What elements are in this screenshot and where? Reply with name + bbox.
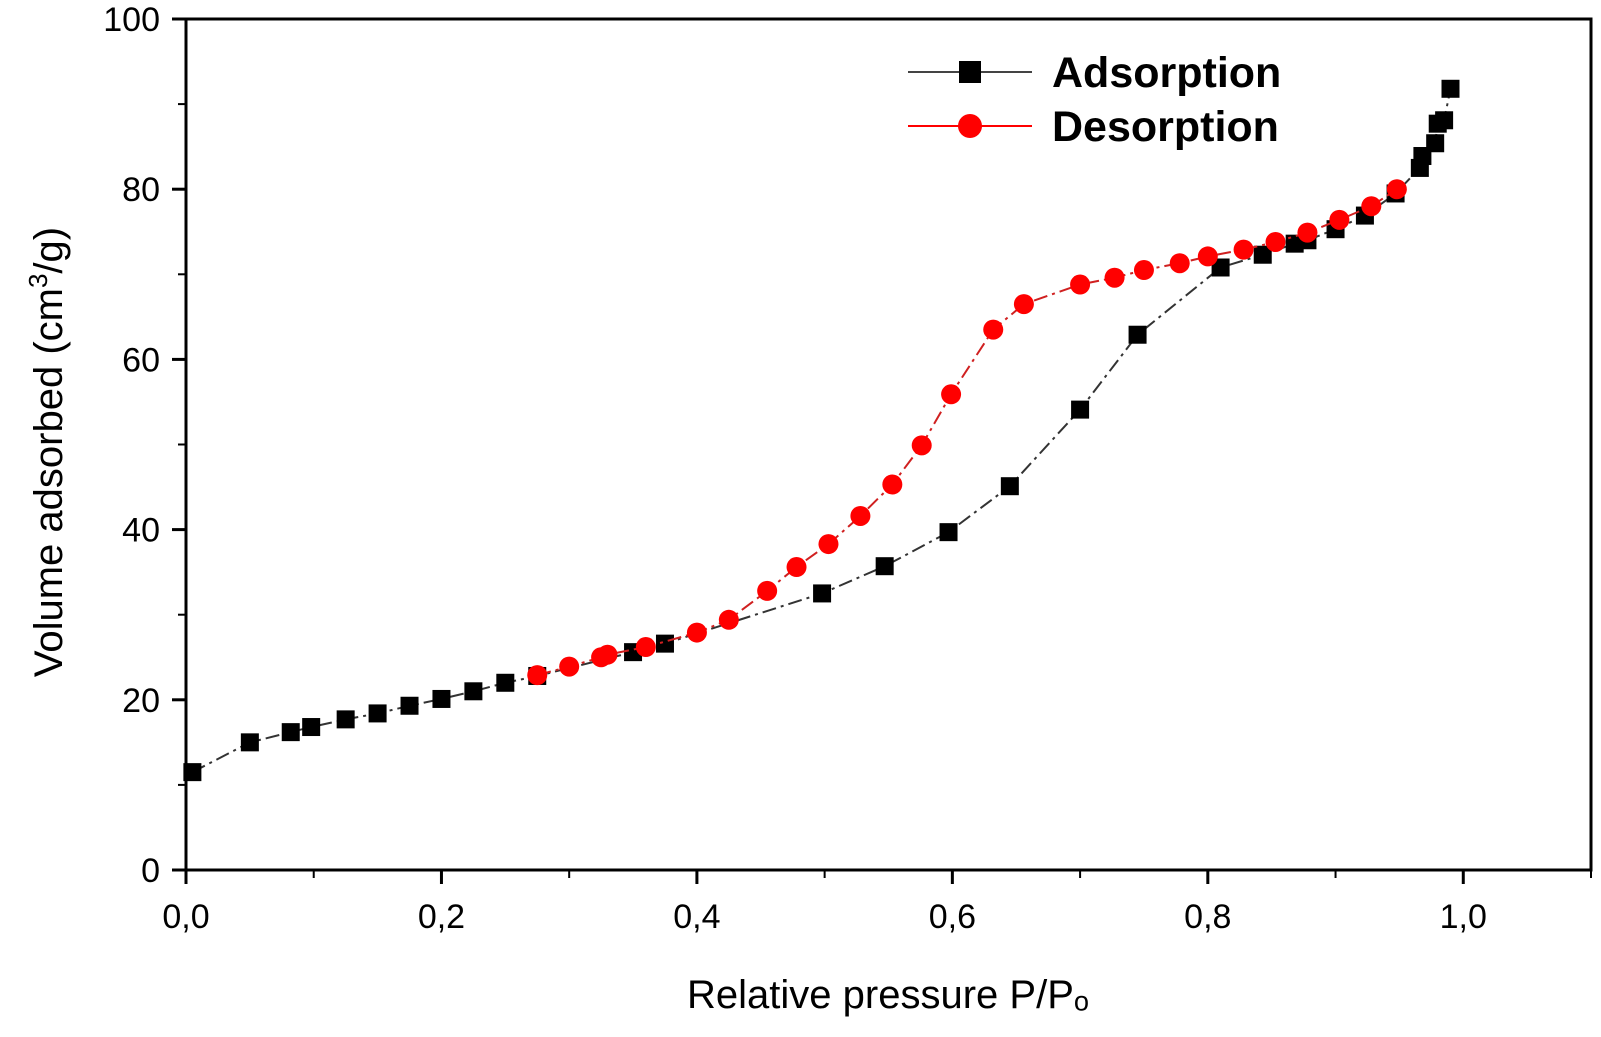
y-axis-label: Volume adsorbed (cm3/g) <box>23 227 71 677</box>
x-axis-label: Relative pressure P/Pₒ <box>687 973 1089 1017</box>
data-point-adsorption <box>1253 245 1272 264</box>
legend-marker-desorption <box>958 114 982 138</box>
data-point-adsorption <box>432 689 451 708</box>
data-point-desorption <box>1013 294 1034 315</box>
axis-tick-labels: 0,0 0,2 0,4 0,6 0,8 1,0 0 20 40 60 80 100 <box>103 1 1487 936</box>
data-point-adsorption <box>1000 477 1019 496</box>
data-point-desorption <box>1386 179 1407 200</box>
y-tick-label: 80 <box>122 171 160 209</box>
data-point-desorption <box>882 474 903 495</box>
data-point-desorption <box>718 609 739 630</box>
axes <box>184 17 1593 872</box>
data-point-adsorption <box>1435 111 1454 130</box>
legend-label-adsorption: Adsorption <box>1052 49 1281 97</box>
data-point-adsorption <box>240 733 259 752</box>
data-point-desorption <box>941 384 962 405</box>
data-point-desorption <box>1265 231 1286 252</box>
data-point-adsorption <box>302 718 321 737</box>
series-layer <box>183 79 1460 782</box>
data-point-adsorption <box>1211 258 1230 277</box>
data-point-adsorption <box>1441 79 1460 98</box>
x-tick-label: 0,0 <box>162 898 209 936</box>
legend: Adsorption Desorption <box>908 49 1281 151</box>
data-point-desorption <box>559 656 580 677</box>
data-point-desorption <box>757 580 778 601</box>
data-point-adsorption <box>813 584 832 603</box>
legend-item-desorption: Desorption <box>908 103 1279 151</box>
x-tick-label: 0,4 <box>673 898 720 936</box>
y-tick-label: 60 <box>122 341 160 379</box>
y-axis-label-main: Volume adsorbed (cm <box>27 288 71 677</box>
data-point-adsorption <box>368 704 387 723</box>
legend-marker-adsorption <box>959 61 981 83</box>
data-point-adsorption <box>939 523 958 542</box>
data-point-desorption <box>1070 274 1091 295</box>
data-point-desorption <box>1133 260 1154 281</box>
y-tick-label: 20 <box>122 682 160 720</box>
data-point-desorption <box>911 435 932 456</box>
y-tick-label: 40 <box>122 512 160 550</box>
data-point-adsorption <box>1071 400 1090 419</box>
data-point-adsorption <box>336 710 355 729</box>
data-point-adsorption <box>400 696 419 715</box>
x-tick-label: 1,0 <box>1440 898 1487 936</box>
legend-label-desorption: Desorption <box>1052 103 1279 151</box>
data-point-desorption <box>1329 209 1350 230</box>
data-point-desorption <box>786 557 807 578</box>
data-point-adsorption <box>281 723 300 742</box>
data-point-desorption <box>850 505 871 526</box>
data-point-desorption <box>597 644 618 665</box>
data-point-adsorption <box>1426 134 1445 153</box>
data-point-desorption <box>1361 196 1382 217</box>
data-point-desorption <box>1197 246 1218 267</box>
data-point-desorption <box>983 319 1004 340</box>
y-axis-label-superscript: 3 <box>23 274 53 288</box>
data-point-desorption <box>1233 239 1254 260</box>
data-point-adsorption <box>875 557 894 576</box>
data-point-adsorption <box>1128 325 1147 344</box>
data-point-desorption <box>818 534 839 555</box>
y-tick-label: 100 <box>103 1 160 39</box>
data-point-desorption <box>635 637 656 658</box>
y-tick-label: 0 <box>141 852 160 890</box>
data-point-adsorption <box>183 763 202 782</box>
data-point-desorption <box>1297 222 1318 243</box>
data-point-desorption <box>686 622 707 643</box>
data-point-adsorption <box>464 682 483 701</box>
legend-item-adsorption: Adsorption <box>908 49 1281 97</box>
data-point-desorption <box>1104 267 1125 288</box>
series-line-adsorption <box>191 88 1452 773</box>
data-point-desorption <box>527 665 548 686</box>
x-tick-label: 0,2 <box>418 898 465 936</box>
y-axis-label-end: /g) <box>27 227 71 274</box>
data-point-adsorption <box>496 673 515 692</box>
x-tick-label: 0,8 <box>1184 898 1231 936</box>
series-desorption <box>527 179 1407 686</box>
data-point-adsorption <box>655 634 674 653</box>
axis-ticks <box>172 17 1592 884</box>
plot-frame <box>184 17 1593 872</box>
series-adsorption <box>183 79 1460 782</box>
data-point-desorption <box>1169 253 1190 274</box>
x-tick-label: 0,6 <box>929 898 976 936</box>
